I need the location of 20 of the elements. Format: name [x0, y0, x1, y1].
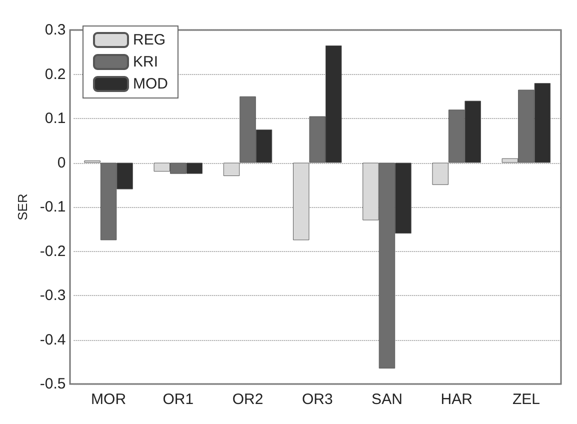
legend-label: REG — [133, 32, 166, 48]
y-tick-label: 0.2 — [44, 66, 66, 83]
y-tick-label: 0 — [57, 154, 66, 172]
y-tick-label: -0.2 — [40, 242, 66, 260]
y-tick-label: -0.1 — [40, 198, 66, 216]
x-tick-label: SAN — [372, 391, 402, 408]
y-tick-label: 0.1 — [44, 110, 66, 127]
y-tick-label: -0.3 — [40, 287, 66, 304]
y-tick-label: -0.4 — [40, 331, 66, 348]
y-tick-label: 0.3 — [44, 22, 66, 38]
x-tick-label: HAR — [440, 391, 473, 408]
x-tick-label: ZEL — [512, 391, 540, 408]
y-tick-label: -0.5 — [40, 376, 66, 392]
y-axis-title: SER — [15, 194, 30, 220]
legend-label: MOD — [133, 76, 168, 92]
x-tick-label: OR1 — [162, 391, 194, 408]
x-tick-label: MOR — [91, 391, 126, 408]
legend-label: KRI — [133, 54, 158, 70]
x-tick-label: OR3 — [302, 391, 333, 408]
x-tick-label: OR2 — [232, 391, 264, 408]
